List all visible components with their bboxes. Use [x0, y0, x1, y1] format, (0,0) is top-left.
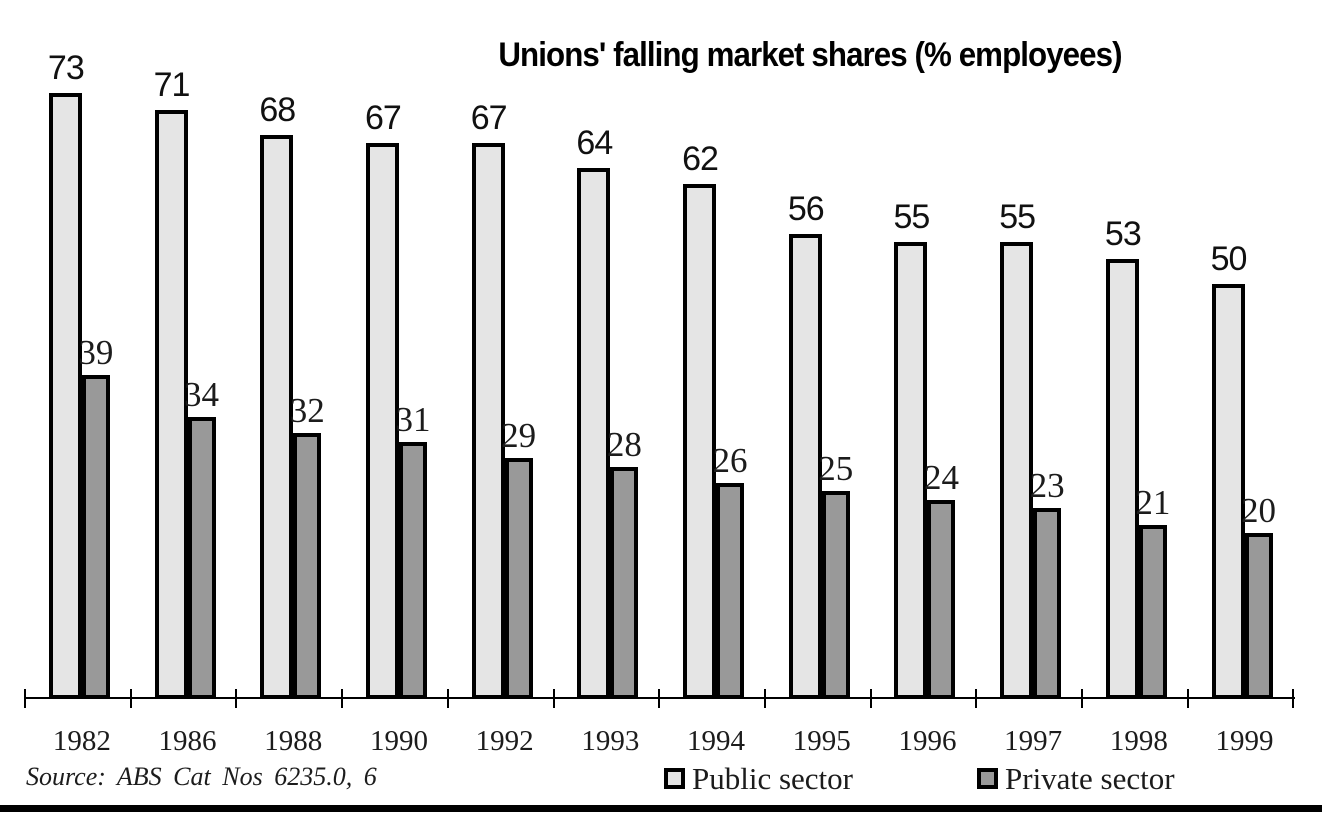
x-axis-label-1994: 1994: [687, 725, 746, 757]
x-axis-label-1993: 1993: [581, 725, 640, 757]
bar-value-private-1986: 34: [184, 375, 220, 414]
bar-public-1993: [577, 168, 611, 699]
bar-value-private-1996: 24: [923, 458, 959, 497]
x-axis-tick: [446, 689, 449, 708]
plot-area: 73 39 71 34 68 32 67 31 67 29 64 28 62 26 56 25 55 24 55 23…: [24, 49, 1295, 708]
x-axis-tick: [658, 689, 661, 708]
x-axis-tick: [975, 689, 978, 708]
bar-value-public-1995: 56: [787, 190, 825, 228]
bar-value-public-1998: 53: [1104, 215, 1142, 253]
x-axis-tick: [552, 689, 555, 708]
x-axis-tick: [763, 689, 766, 708]
bar-value-private-1988: 32: [289, 391, 325, 430]
legend-label-public-sector: Public sector: [692, 761, 853, 796]
bar-value-public-1997: 55: [999, 198, 1036, 236]
x-axis-label-1982: 1982: [52, 725, 111, 757]
bottom-rule: [0, 805, 1322, 812]
x-axis-label-1992: 1992: [475, 725, 534, 757]
bar-public-1996: [894, 242, 928, 699]
bar-value-private-1993: 28: [606, 425, 642, 464]
bar-private-1996: [927, 500, 956, 699]
bar-value-public-1999: 50: [1210, 240, 1248, 278]
bar-public-1982: [48, 93, 82, 699]
x-axis-tick: [235, 689, 238, 708]
bar-private-1999: [1244, 533, 1273, 699]
bar-public-1986: [154, 110, 188, 699]
bar-public-1999: [1211, 284, 1245, 699]
x-axis-tick: [129, 689, 132, 708]
bar-private-1990: [398, 442, 427, 699]
private-sector-swatch-icon: [977, 768, 998, 789]
chart-title: Unions' falling market shares (% employe…: [498, 36, 1122, 74]
bar-private-1986: [187, 417, 216, 699]
legend-label-private-sector: Private sector: [1005, 761, 1175, 796]
bar-public-1998: [1105, 259, 1139, 699]
public-sector-swatch-icon: [664, 768, 685, 789]
bar-private-1982: [81, 375, 110, 699]
x-axis-label-1997: 1997: [1004, 725, 1063, 757]
x-axis-tick: [869, 689, 872, 708]
x-axis-tick: [341, 689, 344, 708]
x-axis-label-1995: 1995: [792, 725, 851, 757]
bar-public-1988: [260, 135, 294, 699]
x-axis-tick: [1081, 689, 1083, 708]
bar-public-1995: [788, 234, 822, 699]
bar-public-1994: [683, 184, 717, 699]
bar-value-public-1992: 67: [470, 99, 508, 137]
bar-value-private-1997: 23: [1029, 466, 1065, 505]
source-note: Source: ABS Cat Nos 6235.0, 6: [26, 762, 377, 791]
bar-value-public-1990: 67: [365, 99, 402, 137]
bar-value-public-1996: 55: [893, 198, 931, 236]
bar-value-private-1994: 26: [712, 441, 748, 480]
x-axis-label-1990: 1990: [369, 725, 428, 757]
bar-private-1988: [293, 433, 322, 699]
bar-private-1998: [1138, 525, 1167, 699]
bar-value-private-1998: 21: [1135, 483, 1171, 522]
bar-value-private-1992: 29: [501, 416, 537, 455]
bar-public-1990: [365, 143, 399, 699]
bar-value-private-1982: 39: [78, 333, 114, 372]
bar-value-public-1993: 64: [576, 124, 613, 162]
x-axis-label-1996: 1996: [898, 725, 957, 757]
x-axis-tick: [1186, 689, 1189, 708]
bar-value-private-1995: 25: [818, 449, 854, 488]
bar-value-public-1986: 71: [153, 66, 191, 104]
bar-value-private-1990: 31: [395, 400, 431, 439]
bar-public-1992: [471, 143, 505, 699]
bar-value-public-1994: 62: [682, 140, 719, 178]
bar-private-1992: [504, 458, 533, 699]
x-axis-label-1999: 1999: [1215, 725, 1274, 757]
bar-private-1994: [716, 483, 745, 699]
bar-value-public-1988: 68: [259, 91, 296, 129]
bar-value-public-1982: 73: [47, 49, 85, 87]
x-axis-label-1998: 1998: [1109, 725, 1168, 757]
bar-private-1997: [1033, 508, 1062, 699]
x-axis-label-1988: 1988: [264, 725, 323, 757]
x-axis-tick: [1292, 689, 1295, 708]
bar-private-1993: [610, 467, 639, 699]
x-axis-label-1986: 1986: [158, 725, 217, 757]
bar-value-private-1999: 20: [1241, 491, 1277, 530]
x-axis-tick: [24, 689, 26, 708]
bar-private-1995: [821, 491, 850, 699]
bar-public-1997: [1000, 242, 1034, 699]
